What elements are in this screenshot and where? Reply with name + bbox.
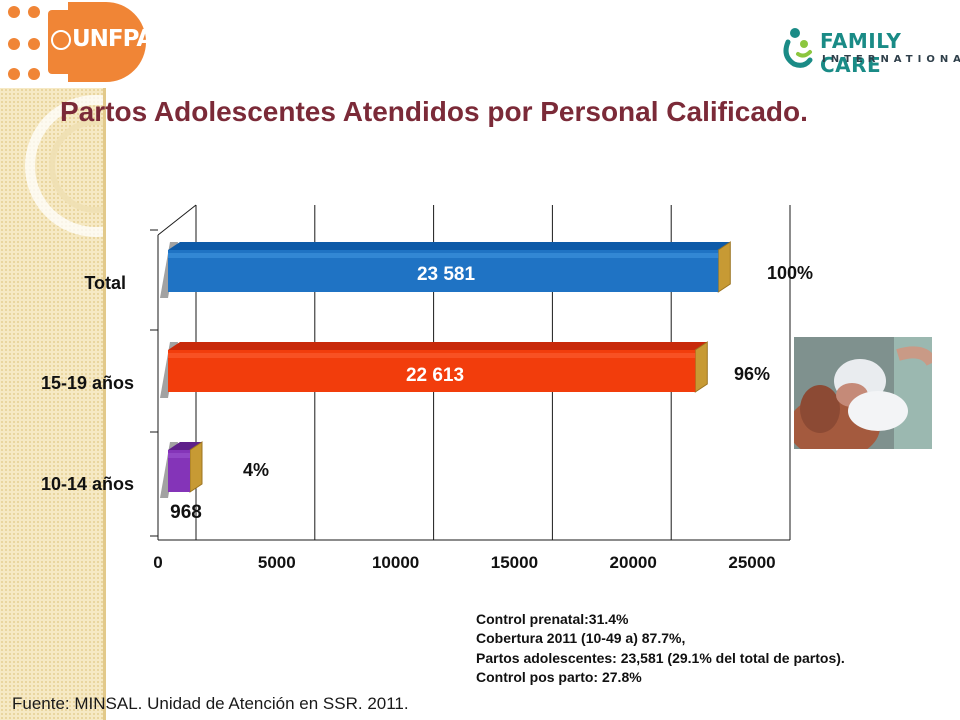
bar-top-face: [168, 342, 708, 350]
un-emblem-icon: [51, 30, 71, 50]
bar-value-label: 968: [170, 502, 202, 523]
note-adolescent-births: Partos adolescentes: 23,581 (29.1% del t…: [476, 649, 845, 666]
bar-value-label: 23 581: [417, 264, 476, 285]
bar-value-label: 22 613: [406, 365, 464, 386]
side-wall-top: [157, 204, 197, 236]
summary-notes: Control prenatal:31.4% Cobertura 2011 (1…: [476, 610, 845, 688]
x-tick-label: 5000: [258, 553, 296, 572]
bar-end-face: [694, 341, 708, 393]
x-tick-label: 15000: [491, 553, 538, 572]
unfpa-logo-text: UNFPA: [72, 26, 154, 52]
bar-front-face: [168, 450, 190, 492]
x-tick-label: 0: [153, 553, 162, 572]
bar-top-face: [168, 442, 202, 450]
x-tick-label: 10000: [372, 553, 419, 572]
category-label: Total: [84, 273, 126, 293]
bar-front-face: [168, 350, 696, 392]
note-coverage: Cobertura 2011 (10-49 a) 87.7%,: [476, 630, 686, 647]
orange-dots-icon: [8, 6, 72, 82]
bar-percent-label: 96%: [734, 364, 770, 384]
x-tick-label: 25000: [728, 553, 775, 572]
source-citation: Fuente: MINSAL. Unidad de Atención en SS…: [12, 694, 409, 713]
bar-highlight: [168, 453, 190, 458]
bar-highlight: [168, 353, 696, 358]
category-label: 15-19 años: [41, 373, 134, 393]
bar-highlight: [168, 253, 719, 258]
family-figures-icon: [783, 28, 813, 68]
family-care-logo-sub: INTERNATIONAL: [822, 54, 960, 65]
decorative-arcs: [25, 95, 106, 237]
bar-percent-label: 100%: [767, 263, 813, 283]
x-tick-label: 20000: [610, 553, 657, 572]
bar-end-face: [189, 441, 203, 493]
decorative-side-strip: [0, 88, 106, 720]
bar-percent-label: 4%: [243, 460, 269, 480]
bar-top-face: [168, 242, 731, 250]
bar-end-face: [717, 241, 731, 293]
note-prenatal: Control prenatal:31.4%: [476, 611, 629, 627]
note-postpartum: Control pos parto: 27.8%: [476, 669, 642, 686]
category-label: 10-14 años: [41, 474, 134, 494]
bar-front-face: [168, 250, 719, 292]
slide-title: Partos Adolescentes Atendidos por Person…: [60, 96, 808, 127]
family-care-logo-name: FAMILY CARE: [820, 29, 902, 77]
mother-newborn-photo: [794, 337, 932, 449]
